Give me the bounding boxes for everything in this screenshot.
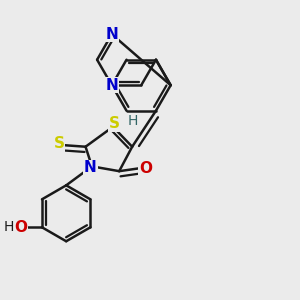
Text: S: S — [54, 136, 64, 151]
Text: N: N — [105, 27, 118, 42]
Text: O: O — [139, 161, 152, 176]
Text: O: O — [14, 220, 27, 235]
Text: N: N — [105, 78, 118, 93]
Text: N: N — [84, 160, 97, 175]
Text: H: H — [4, 220, 14, 234]
Text: S: S — [109, 116, 120, 131]
Text: H: H — [128, 114, 138, 128]
